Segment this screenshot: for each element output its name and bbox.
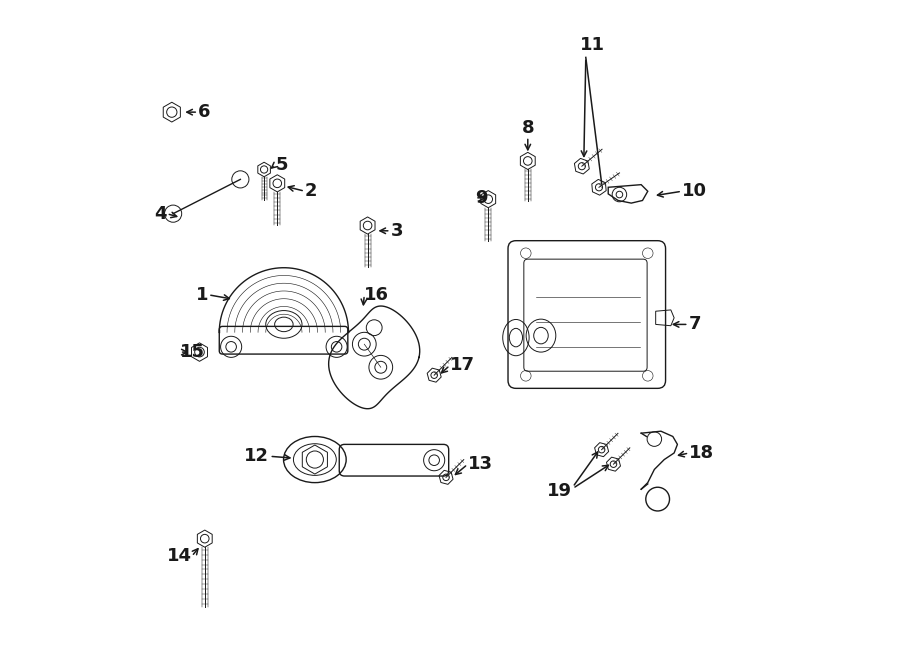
Text: 15: 15 <box>180 343 204 361</box>
Text: 16: 16 <box>364 286 390 304</box>
Text: 14: 14 <box>166 547 192 565</box>
Text: 4: 4 <box>154 205 166 222</box>
Text: 17: 17 <box>450 356 475 374</box>
Text: 5: 5 <box>275 156 288 174</box>
Text: 13: 13 <box>468 455 493 473</box>
Text: 18: 18 <box>689 444 715 462</box>
Text: 11: 11 <box>580 36 605 54</box>
Text: 8: 8 <box>521 118 534 136</box>
Text: 2: 2 <box>305 182 318 200</box>
Text: 7: 7 <box>688 315 701 334</box>
Text: 1: 1 <box>195 286 208 304</box>
Text: 3: 3 <box>391 222 403 240</box>
Text: 19: 19 <box>547 481 572 500</box>
Text: 9: 9 <box>475 189 488 207</box>
Text: 12: 12 <box>245 448 269 465</box>
Text: 6: 6 <box>198 103 211 121</box>
Text: 10: 10 <box>682 182 707 200</box>
